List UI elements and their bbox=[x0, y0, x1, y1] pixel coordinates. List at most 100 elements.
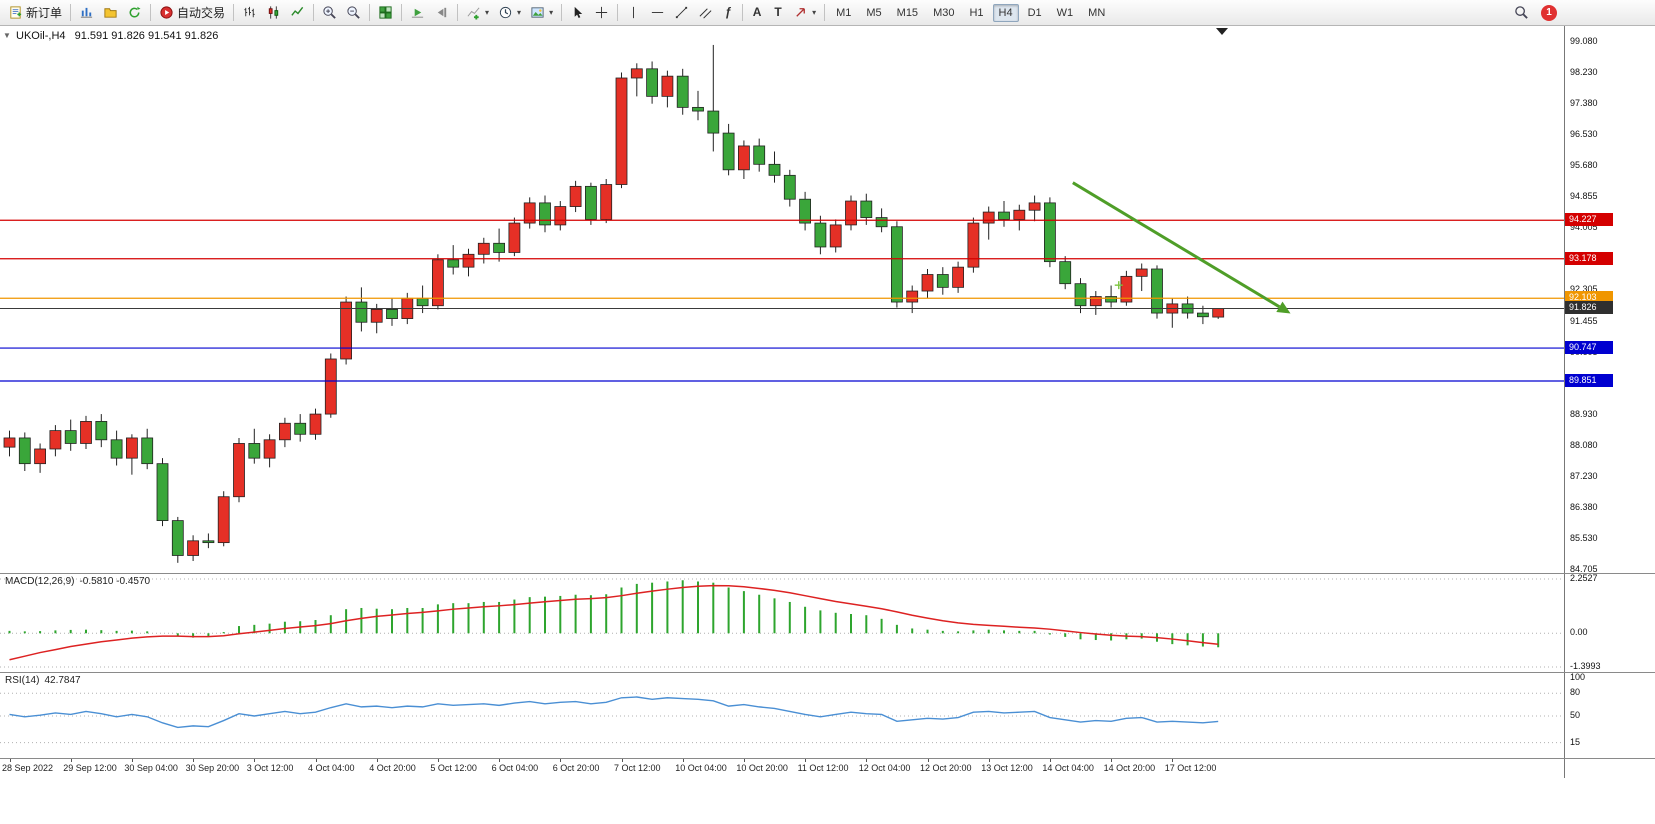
price-axis-label: 92.305 bbox=[1570, 284, 1598, 295]
rsi-axis-label: 15 bbox=[1570, 736, 1581, 747]
time-axis-tick bbox=[499, 758, 501, 762]
notification-badge[interactable]: 1 bbox=[1541, 4, 1557, 21]
macd-panel bbox=[0, 578, 1564, 668]
time-axis-tick bbox=[193, 758, 195, 762]
trendline-icon[interactable] bbox=[670, 3, 693, 23]
macd-axis-label: -1.3993 bbox=[1570, 661, 1601, 671]
timeframe-D1-button[interactable]: D1 bbox=[1027, 6, 1042, 19]
candles-layer bbox=[3, 44, 1225, 563]
time-axis-tick bbox=[1172, 758, 1174, 762]
time-axis-tick bbox=[743, 758, 745, 762]
autotrading-button[interactable]: 自动交易 bbox=[155, 3, 229, 23]
periods-button[interactable]: ▾ bbox=[494, 3, 525, 23]
time-axis-tick bbox=[70, 758, 72, 762]
timeframe-H1-button[interactable]: H1 bbox=[969, 6, 984, 19]
chevron-down-icon: ▾ bbox=[485, 8, 490, 17]
price-axis-label: 87.230 bbox=[1570, 470, 1598, 481]
zoom-out-icon[interactable] bbox=[342, 3, 365, 23]
bar-chart-icon[interactable] bbox=[238, 3, 261, 23]
price-axis-label: 85.530 bbox=[1570, 532, 1598, 543]
time-axis-tick bbox=[131, 758, 133, 762]
candlestick-chart-icon[interactable] bbox=[262, 3, 285, 23]
navigator-icon[interactable] bbox=[99, 3, 122, 23]
level-price-badge: 94.227 bbox=[1565, 213, 1613, 227]
timeframe-H4-button[interactable]: H4 bbox=[992, 3, 1019, 22]
trend-arrow bbox=[1072, 181, 1291, 314]
cursor-icon[interactable] bbox=[566, 3, 589, 23]
chevron-down-icon: ▾ bbox=[549, 8, 554, 17]
toolbar-separator bbox=[150, 4, 152, 21]
price-axis-label: 88.930 bbox=[1570, 408, 1598, 419]
price-axis-label: 94.855 bbox=[1570, 191, 1598, 202]
time-axis-label: 12 Oct 20:00 bbox=[920, 763, 972, 773]
price-axis-label: 94.005 bbox=[1570, 222, 1598, 233]
toolbar-separator bbox=[457, 4, 459, 21]
templates-button[interactable]: ▾ bbox=[526, 3, 557, 23]
price-axis-label: 99.080 bbox=[1570, 36, 1598, 46]
crosshair-icon[interactable] bbox=[590, 3, 613, 23]
timeframe-toolbar: M1 M5 M15 M30 H1 H4 D1 W1 MN bbox=[829, 3, 1112, 22]
search-icon[interactable] bbox=[1510, 3, 1533, 23]
timeframe-M1-button[interactable]: M1 bbox=[836, 6, 852, 19]
time-axis-label: 13 Oct 12:00 bbox=[981, 763, 1033, 773]
price-axis-label: 97.380 bbox=[1570, 98, 1598, 109]
market-watch-icon[interactable] bbox=[75, 3, 98, 23]
rsi-panel-label: RSI(14) 42.7847 bbox=[5, 675, 86, 686]
chart-shift-icon[interactable] bbox=[430, 3, 453, 23]
tile-windows-icon[interactable] bbox=[374, 3, 397, 23]
refresh-icon[interactable] bbox=[123, 3, 146, 23]
plus-marker bbox=[1114, 281, 1123, 290]
timeframe-W1-button[interactable]: W1 bbox=[1056, 6, 1074, 19]
timeframe-M15-button[interactable]: M15 bbox=[896, 6, 919, 19]
timeframe-MN-button[interactable]: MN bbox=[1088, 6, 1106, 19]
panel-splitter[interactable] bbox=[0, 573, 1655, 574]
macd-label: MACD(12,26,9) bbox=[5, 576, 75, 587]
time-axis-tick bbox=[682, 758, 684, 762]
time-axis-label: 17 Oct 12:00 bbox=[1164, 763, 1217, 773]
current-price-badge: 91.826 bbox=[1565, 301, 1613, 315]
channel-icon[interactable] bbox=[694, 3, 717, 23]
macd-axis-label: 2.2527 bbox=[1570, 573, 1598, 583]
indicators-button[interactable]: ▾ bbox=[462, 3, 493, 23]
timeframe-M5-button[interactable]: M5 bbox=[866, 6, 882, 19]
new-order-button[interactable]: 新订单 bbox=[4, 3, 66, 23]
one-click-trading-toggle[interactable]: ▼ bbox=[3, 31, 11, 40]
time-axis-tick bbox=[866, 758, 868, 762]
fibonacci-icon[interactable]: ƒ bbox=[718, 3, 738, 23]
line-chart-icon[interactable] bbox=[286, 3, 309, 23]
toolbar-separator bbox=[401, 4, 403, 21]
time-axis-label: 29 Sep 12:00 bbox=[63, 763, 117, 773]
toolbar-separator bbox=[369, 4, 371, 21]
chevron-down-icon: ▾ bbox=[812, 8, 817, 17]
price-axis-label: 91.455 bbox=[1570, 315, 1598, 326]
time-axis[interactable]: 28 Sep 2022 29 Sep 12:00 30 Sep 04:00 30 Se… bbox=[0, 758, 1564, 778]
zoom-in-icon[interactable] bbox=[318, 3, 341, 23]
panel-splitter[interactable] bbox=[0, 758, 1655, 759]
auto-scroll-icon[interactable] bbox=[406, 3, 429, 23]
time-axis-tick bbox=[988, 758, 990, 762]
time-axis-label: 7 Oct 12:00 bbox=[614, 763, 661, 773]
vertical-line-icon[interactable] bbox=[622, 3, 645, 23]
time-axis-label: 14 Oct 20:00 bbox=[1103, 763, 1156, 773]
time-axis-tick bbox=[1049, 758, 1051, 762]
macd-panel-label: MACD(12,26,9) -0.5810 -0.4570 bbox=[5, 576, 155, 587]
time-axis-tick bbox=[9, 758, 11, 762]
rsi-value: 42.7847 bbox=[44, 675, 81, 686]
chart-canvas[interactable] bbox=[0, 26, 1564, 778]
time-axis-label: 10 Oct 20:00 bbox=[736, 763, 788, 773]
rsi-panel bbox=[0, 692, 1564, 744]
macd-values: -0.5810 -0.4570 bbox=[79, 576, 151, 587]
time-axis-label: 3 Oct 12:00 bbox=[246, 763, 294, 773]
toolbar-separator bbox=[70, 4, 72, 21]
chevron-down-icon: ▾ bbox=[517, 8, 522, 17]
chart-window: ▼ UKOil-,H4 91.591 91.826 91.541 91.826 … bbox=[0, 26, 1655, 824]
text-label-icon[interactable]: T bbox=[768, 3, 788, 23]
price-axis[interactable]: 99.080 98.230 97.380 96.530 95.680 94.855 94.0… bbox=[1564, 26, 1655, 778]
text-icon[interactable]: A bbox=[747, 3, 767, 23]
horizontal-line-icon[interactable] bbox=[646, 3, 669, 23]
arrows-button[interactable]: ▾ bbox=[789, 3, 820, 23]
toolbar-separator bbox=[561, 4, 563, 21]
toolbar-separator bbox=[313, 4, 315, 21]
panel-splitter[interactable] bbox=[0, 672, 1655, 673]
timeframe-M30-button[interactable]: M30 bbox=[933, 6, 955, 19]
